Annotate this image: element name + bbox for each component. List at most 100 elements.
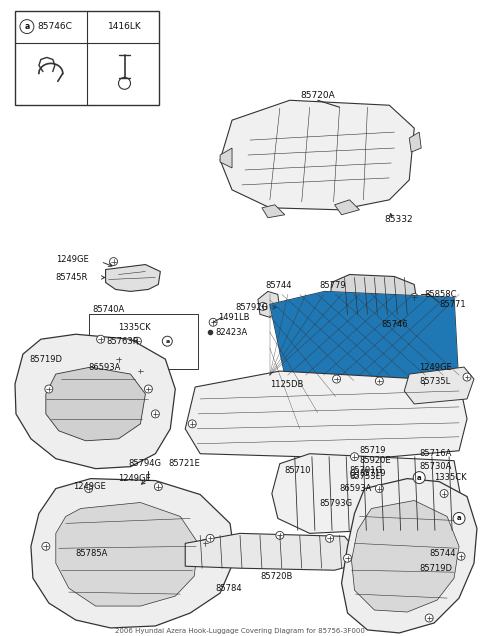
Text: 85793G: 85793G xyxy=(320,499,353,508)
Text: 85744: 85744 xyxy=(429,549,456,558)
Text: 85332: 85332 xyxy=(384,215,413,225)
Text: 85746C: 85746C xyxy=(37,22,72,31)
Text: 1335CK: 1335CK xyxy=(119,322,151,332)
Circle shape xyxy=(109,258,118,266)
Circle shape xyxy=(440,490,448,497)
Polygon shape xyxy=(15,335,175,469)
Circle shape xyxy=(136,367,144,375)
Circle shape xyxy=(259,302,267,310)
Text: 1249GE: 1249GE xyxy=(119,474,151,483)
Text: 85719: 85719 xyxy=(360,446,386,455)
Polygon shape xyxy=(31,479,235,628)
Circle shape xyxy=(133,337,142,345)
Polygon shape xyxy=(409,132,421,152)
Polygon shape xyxy=(56,502,198,606)
Polygon shape xyxy=(330,275,417,317)
Polygon shape xyxy=(262,205,285,218)
Circle shape xyxy=(162,336,172,346)
Text: 85740A: 85740A xyxy=(93,305,125,314)
Circle shape xyxy=(350,453,359,460)
Text: 1416LK: 1416LK xyxy=(108,22,142,31)
Text: 1125DB: 1125DB xyxy=(270,380,303,389)
Text: 85763R: 85763R xyxy=(107,336,139,346)
Text: a: a xyxy=(24,22,30,31)
Text: 85791G: 85791G xyxy=(349,466,383,475)
Circle shape xyxy=(457,552,465,560)
Text: 85779: 85779 xyxy=(320,281,346,290)
Circle shape xyxy=(155,483,162,490)
Text: 85920E: 85920E xyxy=(360,456,391,465)
Polygon shape xyxy=(342,479,477,633)
Polygon shape xyxy=(351,501,459,612)
Text: 85719D: 85719D xyxy=(29,355,62,364)
Circle shape xyxy=(188,420,196,428)
Polygon shape xyxy=(185,371,467,459)
Text: 85730A: 85730A xyxy=(419,462,452,471)
Text: 85753L: 85753L xyxy=(349,472,381,481)
Text: 85735L: 85735L xyxy=(419,377,450,385)
Circle shape xyxy=(151,410,159,418)
Circle shape xyxy=(375,485,384,492)
Circle shape xyxy=(20,20,34,34)
Circle shape xyxy=(344,554,351,562)
Text: 85720A: 85720A xyxy=(300,91,335,100)
Text: 2006 Hyundai Azera Hook-Luggage Covering Diagram for 85756-3F000: 2006 Hyundai Azera Hook-Luggage Covering… xyxy=(115,628,365,634)
Polygon shape xyxy=(220,148,232,168)
Text: 1249GE: 1249GE xyxy=(73,482,106,491)
Text: 85710: 85710 xyxy=(285,466,312,475)
Circle shape xyxy=(420,379,428,387)
Text: 85792G: 85792G xyxy=(235,303,268,312)
Circle shape xyxy=(209,318,217,326)
Circle shape xyxy=(413,472,425,483)
Text: 1335CK: 1335CK xyxy=(434,473,467,482)
Polygon shape xyxy=(272,453,461,534)
Circle shape xyxy=(84,485,93,492)
Circle shape xyxy=(350,469,359,478)
Text: 85784: 85784 xyxy=(215,584,242,593)
Text: 86593A: 86593A xyxy=(89,363,121,371)
Text: 85794G: 85794G xyxy=(129,459,161,468)
Polygon shape xyxy=(335,200,360,215)
Text: 85716A: 85716A xyxy=(419,449,452,458)
Text: 86593A: 86593A xyxy=(339,484,372,493)
Text: 1249GE: 1249GE xyxy=(419,363,452,371)
Circle shape xyxy=(325,534,334,543)
Text: a: a xyxy=(457,515,461,522)
Polygon shape xyxy=(185,534,355,570)
Circle shape xyxy=(96,335,105,343)
Text: 1491LB: 1491LB xyxy=(218,313,250,322)
Text: 85719D: 85719D xyxy=(419,563,452,572)
Polygon shape xyxy=(404,367,474,404)
Circle shape xyxy=(410,293,418,301)
Circle shape xyxy=(201,539,209,548)
Circle shape xyxy=(115,355,122,363)
Polygon shape xyxy=(220,100,414,210)
Circle shape xyxy=(42,543,50,550)
Circle shape xyxy=(375,377,384,385)
Circle shape xyxy=(144,385,152,393)
Polygon shape xyxy=(270,291,459,399)
Text: 85746: 85746 xyxy=(382,320,408,329)
Text: 85858C: 85858C xyxy=(424,290,456,299)
Circle shape xyxy=(453,513,465,525)
Text: 85745R: 85745R xyxy=(56,273,88,282)
Text: 85719: 85719 xyxy=(360,469,386,478)
Text: 85744: 85744 xyxy=(265,281,291,290)
Polygon shape xyxy=(270,291,459,399)
Text: a: a xyxy=(165,339,169,343)
Text: 85720B: 85720B xyxy=(260,572,292,581)
Text: 85771: 85771 xyxy=(439,300,466,309)
Polygon shape xyxy=(106,265,160,291)
Circle shape xyxy=(333,375,341,383)
Circle shape xyxy=(463,373,471,381)
Circle shape xyxy=(119,78,131,89)
Polygon shape xyxy=(258,291,280,317)
Polygon shape xyxy=(46,367,145,441)
Text: 85785A: 85785A xyxy=(76,549,108,558)
Text: a: a xyxy=(417,474,421,481)
Text: 82423A: 82423A xyxy=(215,328,247,336)
Text: 85721E: 85721E xyxy=(168,459,200,468)
Circle shape xyxy=(206,534,214,543)
Circle shape xyxy=(276,531,284,539)
Circle shape xyxy=(45,385,53,393)
